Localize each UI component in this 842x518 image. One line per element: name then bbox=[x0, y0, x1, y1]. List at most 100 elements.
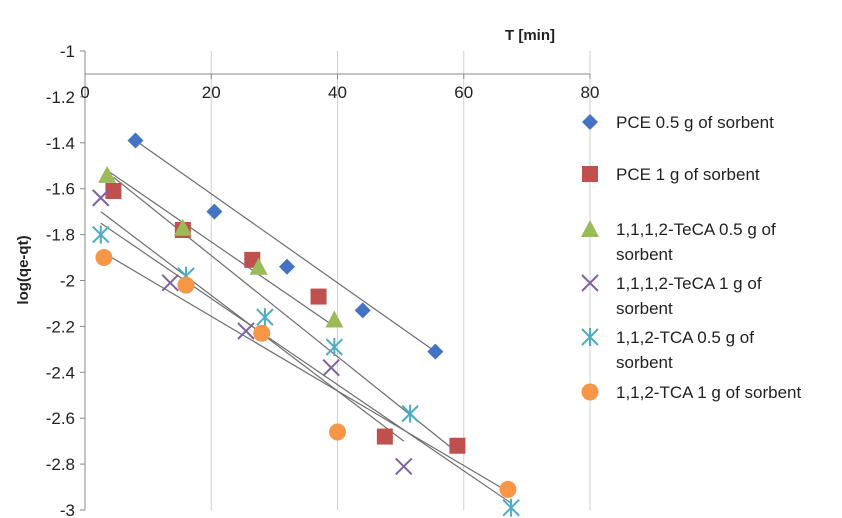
legend-label: sorbent bbox=[616, 299, 673, 318]
marker-shape bbox=[253, 324, 271, 342]
x-tick-label: 20 bbox=[202, 83, 221, 102]
y-tick-label: -3 bbox=[60, 501, 75, 518]
x-tick-label: 60 bbox=[454, 83, 473, 102]
data-point bbox=[206, 203, 223, 220]
marker-shape bbox=[98, 165, 117, 183]
axes bbox=[80, 50, 591, 511]
legend-entry: 1,1,1,2-TeCA 0.5 g of sorbent bbox=[581, 220, 776, 264]
trend-line bbox=[100, 222, 512, 504]
data-point bbox=[237, 322, 255, 340]
marker-shape bbox=[581, 383, 599, 401]
marker-shape bbox=[161, 274, 179, 292]
marker-shape bbox=[427, 343, 444, 360]
data-point bbox=[105, 182, 122, 199]
data-point bbox=[161, 274, 179, 292]
legend-marker bbox=[581, 328, 599, 346]
data-point bbox=[253, 324, 271, 342]
marker-shape bbox=[173, 218, 192, 236]
trend-line bbox=[106, 169, 335, 327]
marker-shape bbox=[582, 114, 598, 130]
marker-shape bbox=[449, 437, 466, 454]
data-point bbox=[322, 359, 340, 377]
y-tick-label: -1.6 bbox=[46, 180, 75, 199]
data-point bbox=[427, 343, 444, 360]
data-point bbox=[325, 310, 344, 328]
marker-shape bbox=[127, 132, 144, 149]
data-point bbox=[401, 404, 419, 423]
legend-entry: 1,1,1,2-TeCA 1 g of sorbent bbox=[581, 274, 762, 318]
y-tick-label: -1 bbox=[60, 42, 75, 61]
legend-marker bbox=[582, 166, 598, 182]
data-point bbox=[92, 189, 110, 207]
legend-label: PCE 1 g of sorbent bbox=[616, 165, 760, 184]
data-point bbox=[249, 257, 268, 275]
legend-label: 1,1,2-TCA 1 g of sorbent bbox=[616, 383, 801, 402]
legend-label: PCE 0.5 g of sorbent bbox=[616, 113, 774, 132]
x-tick-label: 0 bbox=[80, 83, 89, 102]
data-point bbox=[310, 288, 327, 305]
legend-marker bbox=[581, 220, 599, 237]
tick-labels: 0 20 40 60 80 -1 -1.2 -1.4 -1.6 -1.8 -2 -2.2 -2.4 -2.… bbox=[46, 42, 600, 518]
data-point bbox=[502, 498, 520, 517]
marker-shape bbox=[310, 288, 327, 305]
data-point bbox=[449, 437, 466, 454]
marker-shape bbox=[499, 480, 517, 498]
trend-line bbox=[113, 176, 458, 454]
marker-shape bbox=[329, 423, 346, 441]
data-point bbox=[256, 308, 274, 327]
data-point bbox=[173, 218, 192, 236]
data-point bbox=[395, 457, 413, 476]
marker-shape bbox=[95, 249, 113, 267]
marker-shape bbox=[325, 310, 344, 328]
marker-shape bbox=[376, 428, 393, 445]
data-point bbox=[376, 428, 393, 445]
y-axis-title: log(qe-qt) bbox=[15, 235, 32, 304]
marker-shape bbox=[354, 302, 371, 319]
marker-shape bbox=[395, 457, 413, 476]
legend-marker bbox=[581, 383, 599, 401]
data-point bbox=[329, 423, 346, 441]
data-point bbox=[325, 338, 344, 357]
trend-line bbox=[135, 140, 436, 353]
marker-shape bbox=[206, 203, 223, 220]
legend-label: 1,1,1,2-TeCA 1 g of bbox=[616, 274, 762, 293]
legend-entry: PCE 1 g of sorbent bbox=[582, 165, 760, 184]
y-tick-label: -2.6 bbox=[46, 409, 75, 428]
data-point bbox=[95, 249, 113, 267]
marker-shape bbox=[581, 274, 599, 292]
legend-entry: 1,1,2-TCA 1 g of sorbent bbox=[581, 383, 801, 402]
y-tick-label: -2.2 bbox=[46, 317, 75, 336]
legend-label: sorbent bbox=[616, 353, 673, 372]
data-point bbox=[127, 132, 144, 149]
marker-shape bbox=[279, 258, 295, 275]
data-point bbox=[279, 258, 295, 275]
legend-label: sorbent bbox=[616, 245, 673, 264]
marker-shape bbox=[177, 276, 195, 294]
y-tick-label: -1.4 bbox=[46, 134, 75, 153]
data-point bbox=[92, 225, 110, 244]
legend-marker bbox=[582, 114, 598, 130]
data-point bbox=[98, 165, 117, 183]
marker-shape bbox=[581, 220, 599, 237]
legend-entry: 1,1,2-TCA 0.5 g of sorbent bbox=[581, 328, 754, 372]
y-tick-label: -1.2 bbox=[46, 88, 75, 107]
trend-lines bbox=[100, 140, 512, 504]
data-point bbox=[177, 276, 195, 294]
y-tick-label: -2.4 bbox=[46, 363, 75, 382]
data-point bbox=[354, 302, 371, 319]
marker-shape bbox=[237, 322, 255, 340]
data-point bbox=[499, 480, 517, 498]
marker-shape bbox=[582, 166, 598, 182]
y-tick-label: -2.8 bbox=[46, 455, 75, 474]
y-tick-label: -2 bbox=[60, 272, 75, 291]
legend-label: 1,1,2-TCA 0.5 g of bbox=[616, 328, 754, 347]
trend-line bbox=[103, 252, 509, 493]
marker-shape bbox=[249, 257, 268, 275]
x-tick-label: 80 bbox=[581, 83, 600, 102]
x-axis-title: T [min] bbox=[505, 27, 555, 44]
data-points bbox=[92, 132, 520, 517]
marker-shape bbox=[322, 359, 340, 377]
marker-shape bbox=[92, 189, 110, 207]
legend-marker bbox=[581, 274, 599, 292]
